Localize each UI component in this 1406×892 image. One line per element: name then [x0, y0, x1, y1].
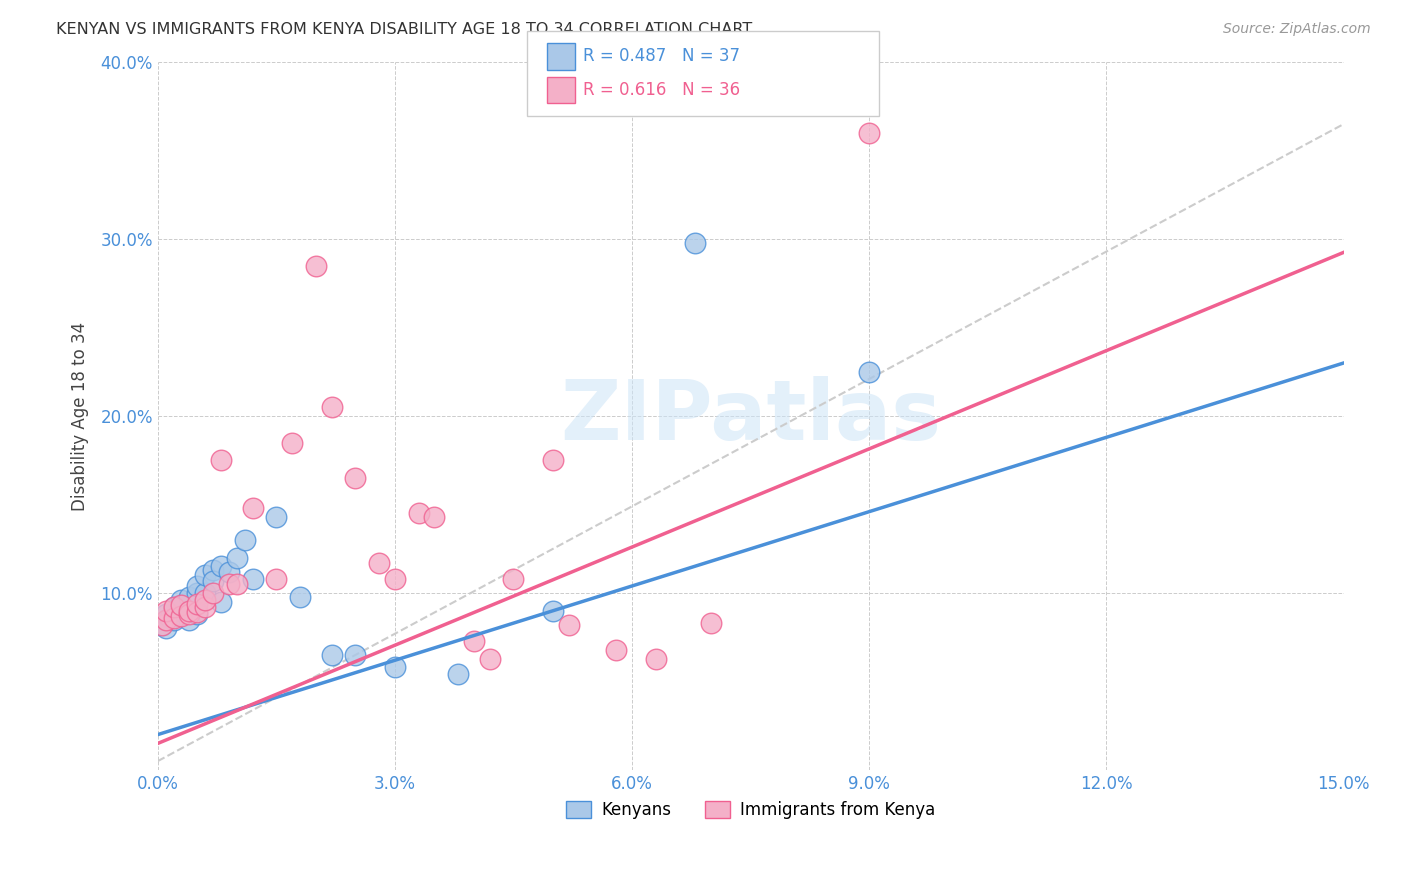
Point — [209, 453, 232, 467]
Point — [281, 435, 304, 450]
Point — [305, 259, 328, 273]
Point — [179, 604, 201, 618]
Text: Source: ZipAtlas.com: Source: ZipAtlas.com — [1223, 22, 1371, 37]
Point — [858, 365, 880, 379]
Y-axis label: Disability Age 18 to 34: Disability Age 18 to 34 — [72, 321, 89, 510]
Point — [368, 556, 391, 570]
Point — [858, 126, 880, 140]
Point — [194, 568, 217, 582]
Point — [605, 642, 627, 657]
Point — [266, 510, 288, 524]
Point — [209, 595, 232, 609]
Point — [502, 572, 524, 586]
Point — [186, 579, 208, 593]
Point — [242, 501, 264, 516]
Point — [155, 613, 177, 627]
Point — [170, 593, 193, 607]
Text: KENYAN VS IMMIGRANTS FROM KENYA DISABILITY AGE 18 TO 34 CORRELATION CHART: KENYAN VS IMMIGRANTS FROM KENYA DISABILI… — [56, 22, 752, 37]
Point — [179, 590, 201, 604]
Point — [186, 597, 208, 611]
Point — [162, 604, 184, 618]
Point — [541, 604, 564, 618]
Point — [558, 618, 581, 632]
Point — [344, 648, 367, 662]
Point — [384, 572, 406, 586]
Point — [162, 600, 184, 615]
Point — [321, 648, 343, 662]
Point — [159, 611, 181, 625]
Legend: Kenyans, Immigrants from Kenya: Kenyans, Immigrants from Kenya — [560, 794, 942, 825]
Point — [170, 607, 193, 622]
Point — [218, 565, 240, 579]
Point — [194, 586, 217, 600]
Point — [225, 577, 247, 591]
Point — [186, 586, 208, 600]
Point — [644, 651, 666, 665]
Point — [478, 651, 501, 665]
Point — [202, 563, 225, 577]
Point — [344, 471, 367, 485]
Point — [155, 622, 177, 636]
Point — [179, 613, 201, 627]
Point — [209, 559, 232, 574]
Point — [179, 607, 201, 622]
Text: ZIPatlas: ZIPatlas — [560, 376, 941, 457]
Point — [150, 618, 173, 632]
Point — [225, 550, 247, 565]
Point — [266, 572, 288, 586]
Point — [186, 606, 208, 620]
Point — [155, 613, 177, 627]
Point — [242, 572, 264, 586]
Point — [150, 618, 173, 632]
Point — [321, 401, 343, 415]
Point — [170, 609, 193, 624]
Point — [685, 235, 707, 250]
Point — [162, 600, 184, 615]
Point — [162, 611, 184, 625]
Point — [541, 453, 564, 467]
Point — [155, 607, 177, 622]
Point — [233, 533, 256, 547]
Point — [288, 590, 311, 604]
Point — [463, 633, 485, 648]
Point — [700, 616, 723, 631]
Point — [162, 607, 184, 622]
Point — [408, 507, 430, 521]
Point — [170, 599, 193, 613]
Point — [202, 574, 225, 588]
Text: R = 0.616   N = 36: R = 0.616 N = 36 — [583, 81, 741, 99]
Point — [155, 604, 177, 618]
Point — [194, 600, 217, 615]
Point — [194, 593, 217, 607]
Point — [170, 599, 193, 613]
Point — [447, 667, 470, 681]
Text: R = 0.487   N = 37: R = 0.487 N = 37 — [583, 47, 741, 65]
Point — [202, 586, 225, 600]
Point — [423, 510, 446, 524]
Point — [218, 577, 240, 591]
Point — [384, 660, 406, 674]
Point — [162, 613, 184, 627]
Point — [170, 604, 193, 618]
Point — [186, 607, 208, 622]
